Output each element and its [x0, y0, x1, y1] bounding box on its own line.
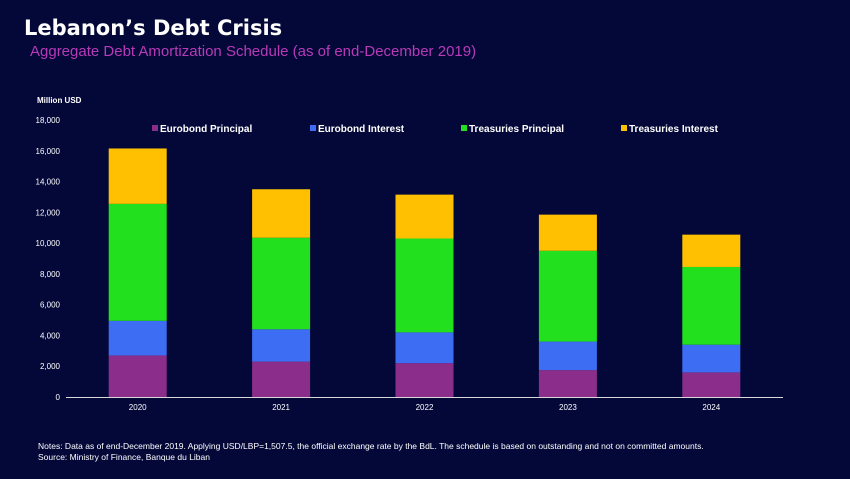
legend-item: Eurobond Principal — [152, 124, 252, 135]
legend-label: Eurobond Interest — [318, 124, 405, 135]
bar-stack — [108, 148, 167, 397]
y-tick-label: 2,000 — [40, 362, 61, 371]
y-tick-label: 18,000 — [36, 116, 61, 125]
y-tick-label: 16,000 — [36, 147, 61, 156]
bar-segment-eurobond-principal — [538, 370, 597, 397]
bar-segment-treasuries-principal — [682, 266, 741, 345]
y-axis-label: Million USD — [37, 96, 82, 105]
legend-swatch — [310, 125, 316, 131]
bar-segment-eurobond-principal — [682, 372, 741, 397]
y-tick-label: 10,000 — [36, 239, 61, 248]
bar-segment-treasuries-principal — [395, 238, 454, 333]
page-title: Lebanon’s Debt Crisis — [24, 16, 283, 40]
bar-segment-treasuries-principal — [538, 250, 597, 342]
y-tick-label: 4,000 — [40, 331, 61, 340]
y-tick-label: 12,000 — [36, 208, 61, 217]
bar-segment-eurobond-interest — [538, 341, 597, 371]
legend-label: Eurobond Principal — [160, 124, 252, 135]
bar-stack — [252, 189, 311, 397]
bar-stack — [538, 214, 597, 397]
legend-swatch — [621, 125, 627, 131]
y-tick-label: 14,000 — [36, 178, 61, 187]
notes-text: Notes: Data as of end-December 2019. App… — [38, 441, 704, 451]
bar-segment-treasuries-interest — [252, 189, 311, 238]
bar-segment-treasuries-principal — [252, 237, 311, 330]
x-tick-label: 2021 — [272, 403, 290, 412]
x-tick-label: 2020 — [129, 403, 147, 412]
chart-legend: Eurobond Principal Eurobond Interest Treas… — [152, 124, 719, 135]
bar-segment-eurobond-interest — [682, 344, 741, 373]
legend-label: Treasuries Interest — [629, 124, 719, 135]
legend-swatch — [461, 125, 467, 131]
y-axis-ticks: 0 2,000 4,000 6,000 8,000 10,000 12,000 14,000 1… — [36, 116, 61, 402]
bar-segment-eurobond-interest — [395, 332, 454, 364]
legend-swatch — [152, 125, 158, 131]
legend-item: Treasuries Principal — [461, 124, 564, 135]
x-tick-label: 2022 — [416, 403, 434, 412]
y-tick-label: 6,000 — [40, 301, 61, 310]
source-text: Source: Ministry of Finance, Banque du L… — [38, 452, 210, 462]
bar-stacks — [108, 148, 741, 397]
x-axis-ticks: 2020 2021 2022 2023 2024 — [129, 403, 721, 412]
bar-stack — [395, 194, 454, 397]
bar-segment-treasuries-interest — [538, 214, 597, 251]
page-subtitle: Aggregate Debt Amortization Schedule (as… — [30, 43, 477, 60]
bar-segment-treasuries-interest — [682, 234, 741, 267]
y-tick-label: 8,000 — [40, 270, 61, 279]
bar-segment-treasuries-principal — [108, 203, 167, 321]
bar-segment-treasuries-interest — [395, 194, 454, 239]
chart-notes: Notes: Data as of end-December 2019. App… — [38, 441, 704, 463]
legend-item: Eurobond Interest — [310, 124, 405, 135]
bar-segment-eurobond-principal — [252, 361, 311, 397]
legend-item: Treasuries Interest — [621, 124, 719, 135]
legend-label: Treasuries Principal — [469, 124, 564, 135]
bar-segment-eurobond-interest — [252, 329, 311, 362]
x-tick-label: 2023 — [559, 403, 577, 412]
x-tick-label: 2024 — [702, 403, 720, 412]
bar-stack — [682, 234, 741, 397]
bar-segment-eurobond-principal — [395, 363, 454, 397]
bar-segment-treasuries-interest — [108, 148, 167, 204]
bar-segment-eurobond-principal — [108, 355, 167, 397]
y-tick-label: 0 — [56, 393, 61, 402]
bar-segment-eurobond-interest — [108, 320, 167, 356]
